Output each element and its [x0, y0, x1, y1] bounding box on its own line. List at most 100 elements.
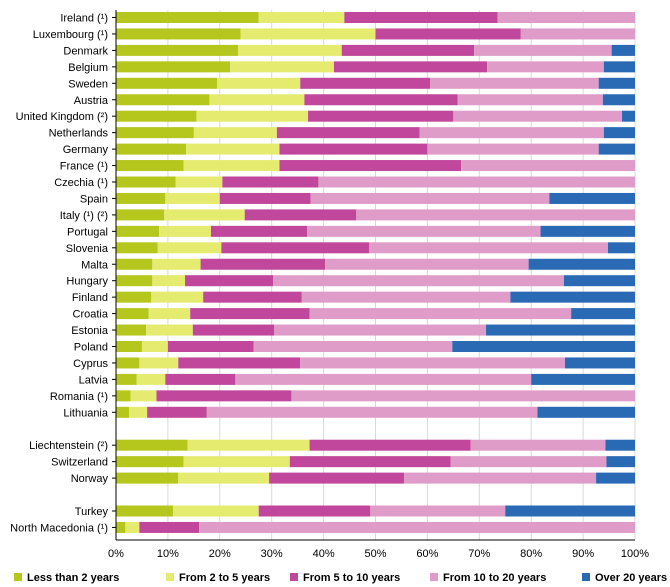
- bar-segment: [291, 390, 635, 402]
- category-label: Portugal: [67, 226, 108, 238]
- legend: Less than 2 years From 2 to 5 years From 5…: [14, 572, 667, 584]
- bar-segment: [341, 44, 475, 56]
- bar-segment: [450, 456, 607, 468]
- bar-segment: [457, 94, 603, 106]
- bar-segment: [563, 275, 635, 287]
- bar-segment: [289, 456, 451, 468]
- bar-segment: [136, 373, 166, 385]
- x-tick-label: 0%: [108, 548, 124, 560]
- bar-segment: [219, 192, 311, 204]
- category-label: Estonia: [71, 325, 109, 337]
- bar-segment: [603, 61, 635, 73]
- bar-segment: [152, 258, 201, 270]
- category-label: Czechia (¹): [54, 177, 108, 189]
- bar-segment: [116, 143, 187, 155]
- bar-segment: [240, 28, 376, 40]
- bar-segment: [116, 373, 137, 385]
- x-tick-label: 50%: [364, 548, 386, 560]
- bar-segment: [318, 176, 635, 188]
- bar-segment: [116, 472, 179, 484]
- bar-segment: [116, 209, 165, 221]
- bar-segment: [564, 357, 635, 369]
- category-label: Switzerland: [51, 457, 108, 469]
- bar-segment: [199, 521, 636, 533]
- bar-segment: [141, 341, 168, 352]
- category-label: Slovenia: [66, 243, 109, 255]
- bar-segment: [217, 77, 301, 89]
- bar-segment: [606, 456, 635, 468]
- category-label: North Macedonia (¹): [10, 522, 108, 534]
- bar-segment: [333, 61, 488, 73]
- legend-label: Over 20 years: [595, 572, 667, 584]
- bar-segment: [185, 275, 274, 287]
- category-label: Italy (¹) (²): [60, 210, 108, 222]
- bar-segment: [190, 308, 310, 320]
- bar-segment: [186, 143, 280, 155]
- category-label: Finland: [72, 292, 108, 304]
- bar-segment: [116, 127, 194, 139]
- x-tick-label: 70%: [468, 548, 490, 560]
- bar-segment: [165, 373, 236, 385]
- bar-segment: [139, 357, 179, 369]
- category-label: Norway: [71, 473, 109, 485]
- bar-segment: [344, 12, 498, 23]
- bar-segment: [116, 505, 174, 517]
- bar-segment: [325, 258, 529, 270]
- bar-segment: [116, 324, 147, 336]
- bar-segment: [151, 291, 204, 303]
- bar-segment: [279, 143, 428, 155]
- bar-segment: [116, 291, 152, 303]
- bar-segment: [147, 406, 207, 418]
- bar-segment: [611, 44, 635, 56]
- category-label: Malta: [81, 259, 109, 271]
- bar-segment: [356, 209, 635, 221]
- bar-segment: [309, 308, 572, 320]
- bar-segment: [235, 373, 532, 385]
- bar-segment: [187, 439, 310, 451]
- bar-segment: [210, 225, 307, 237]
- bar-segment: [221, 242, 370, 254]
- bar-segment: [116, 275, 153, 287]
- bars-layer: [116, 12, 636, 533]
- bar-segment: [125, 521, 140, 533]
- bar-segment: [139, 521, 200, 533]
- bar-segment: [269, 472, 405, 484]
- bar-segment: [474, 44, 612, 56]
- legend-swatch: [430, 573, 438, 581]
- bar-segment: [116, 77, 218, 89]
- x-tick-label: 100%: [621, 548, 649, 560]
- bar-segment: [505, 505, 635, 517]
- x-tick-label: 90%: [572, 548, 594, 560]
- bar-segment: [486, 324, 635, 336]
- bar-segment: [429, 77, 599, 89]
- bar-segment: [304, 94, 458, 106]
- bar-segment: [308, 110, 454, 122]
- bar-segment: [258, 12, 345, 23]
- category-label: Hungary: [66, 276, 108, 288]
- category-label: Luxembourg (¹): [33, 29, 108, 41]
- category-label: France (¹): [60, 161, 108, 173]
- bar-segment: [427, 143, 599, 155]
- legend-label: From 5 to 10 years: [303, 572, 400, 584]
- bar-segment: [116, 94, 210, 106]
- bar-segment: [258, 505, 371, 517]
- bar-segment: [244, 209, 357, 221]
- bar-segment: [156, 390, 292, 402]
- x-tick-label: 40%: [313, 548, 335, 560]
- bar-segment: [369, 242, 609, 254]
- bar-segment: [300, 357, 565, 369]
- bar-segment: [453, 110, 623, 122]
- bar-segment: [178, 472, 270, 484]
- bar-segment: [306, 225, 541, 237]
- category-labels: Ireland (¹) Luxembourg (¹) Denmark Belgium S…: [10, 13, 109, 535]
- x-tick-label: 30%: [261, 548, 283, 560]
- bar-segment: [203, 291, 302, 303]
- category-label: Romania (¹): [50, 391, 108, 403]
- bar-segment: [274, 324, 487, 336]
- bar-segment: [183, 456, 290, 468]
- bar-segment: [605, 439, 635, 451]
- bar-segment: [116, 521, 126, 533]
- bar-segment: [375, 28, 521, 40]
- bar-segment: [200, 258, 326, 270]
- category-label: Austria: [74, 95, 109, 107]
